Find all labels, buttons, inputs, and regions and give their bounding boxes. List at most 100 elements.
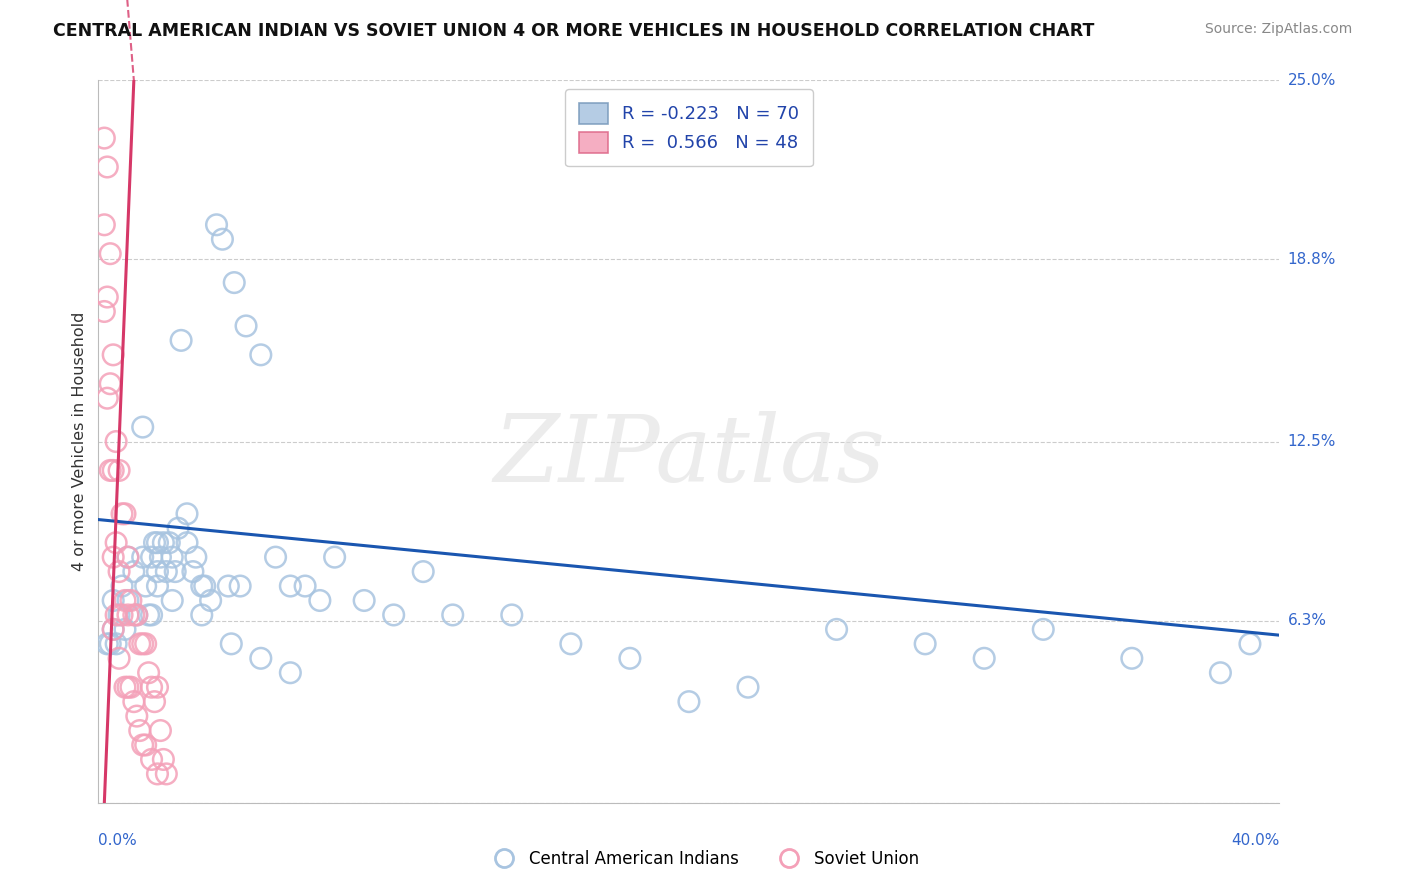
Point: [98, 463, 121, 477]
Point: [132, 637, 155, 651]
Point: [155, 565, 177, 579]
Legend: R = -0.223   N = 70, R =  0.566   N = 48: R = -0.223 N = 70, R = 0.566 N = 48: [565, 89, 813, 166]
Point: [323, 550, 346, 565]
Point: [105, 535, 128, 549]
Point: [128, 723, 150, 738]
Point: [294, 579, 316, 593]
Point: [181, 565, 204, 579]
Point: [128, 637, 150, 651]
Point: [111, 579, 134, 593]
Point: [135, 637, 157, 651]
Point: [176, 507, 198, 521]
Point: [973, 651, 995, 665]
Point: [191, 607, 214, 622]
Point: [205, 218, 228, 232]
Point: [162, 550, 183, 565]
Point: [176, 535, 198, 549]
Point: [224, 276, 246, 290]
Text: 40.0%: 40.0%: [1232, 833, 1279, 848]
Y-axis label: 4 or more Vehicles in Household: 4 or more Vehicles in Household: [72, 312, 87, 571]
Point: [560, 637, 582, 651]
Point: [1121, 651, 1143, 665]
Point: [105, 434, 128, 449]
Point: [229, 579, 252, 593]
Point: [108, 607, 131, 622]
Point: [825, 623, 848, 637]
Point: [132, 550, 155, 565]
Point: [135, 738, 157, 752]
Point: [217, 579, 239, 593]
Point: [117, 550, 139, 565]
Point: [103, 348, 125, 362]
Point: [114, 623, 136, 637]
Point: [162, 593, 183, 607]
Point: [412, 565, 434, 579]
Point: [678, 695, 700, 709]
Point: [501, 607, 523, 622]
Point: [141, 550, 163, 565]
Point: [105, 637, 128, 651]
Point: [103, 593, 125, 607]
Point: [737, 680, 759, 694]
Point: [117, 593, 139, 607]
Point: [96, 160, 118, 174]
Point: [96, 290, 118, 304]
Point: [280, 665, 302, 680]
Text: 0.0%: 0.0%: [98, 833, 138, 848]
Point: [98, 246, 121, 260]
Point: [103, 463, 125, 477]
Point: [125, 607, 148, 622]
Point: [309, 593, 332, 607]
Point: [221, 637, 243, 651]
Point: [114, 680, 136, 694]
Point: [96, 637, 118, 651]
Point: [1032, 623, 1054, 637]
Point: [264, 550, 287, 565]
Point: [143, 695, 166, 709]
Point: [132, 738, 155, 752]
Point: [125, 607, 148, 622]
Point: [157, 535, 180, 549]
Point: [125, 709, 148, 723]
Point: [211, 232, 233, 246]
Point: [250, 651, 273, 665]
Point: [184, 550, 207, 565]
Point: [103, 623, 125, 637]
Point: [117, 550, 139, 565]
Point: [149, 550, 172, 565]
Point: [146, 565, 169, 579]
Point: [250, 348, 273, 362]
Point: [914, 637, 936, 651]
Legend: Central American Indians, Soviet Union: Central American Indians, Soviet Union: [481, 844, 925, 875]
Point: [105, 607, 128, 622]
Point: [93, 304, 115, 318]
Point: [111, 607, 134, 622]
Point: [167, 521, 190, 535]
Point: [194, 579, 217, 593]
Point: [96, 391, 118, 405]
Point: [619, 651, 641, 665]
Point: [353, 593, 375, 607]
Point: [114, 593, 136, 607]
Point: [132, 420, 155, 434]
Point: [149, 723, 172, 738]
Point: [143, 535, 166, 549]
Point: [108, 463, 131, 477]
Point: [135, 579, 157, 593]
Point: [93, 218, 115, 232]
Point: [111, 507, 134, 521]
Point: [146, 579, 169, 593]
Point: [117, 607, 139, 622]
Point: [122, 607, 145, 622]
Point: [98, 637, 121, 651]
Text: Source: ZipAtlas.com: Source: ZipAtlas.com: [1205, 22, 1353, 37]
Point: [93, 131, 115, 145]
Point: [98, 376, 121, 391]
Point: [170, 334, 193, 348]
Point: [103, 623, 125, 637]
Point: [122, 565, 145, 579]
Point: [146, 767, 169, 781]
Point: [1239, 637, 1261, 651]
Text: 25.0%: 25.0%: [1288, 73, 1336, 87]
Text: ZIPatlas: ZIPatlas: [494, 411, 884, 501]
